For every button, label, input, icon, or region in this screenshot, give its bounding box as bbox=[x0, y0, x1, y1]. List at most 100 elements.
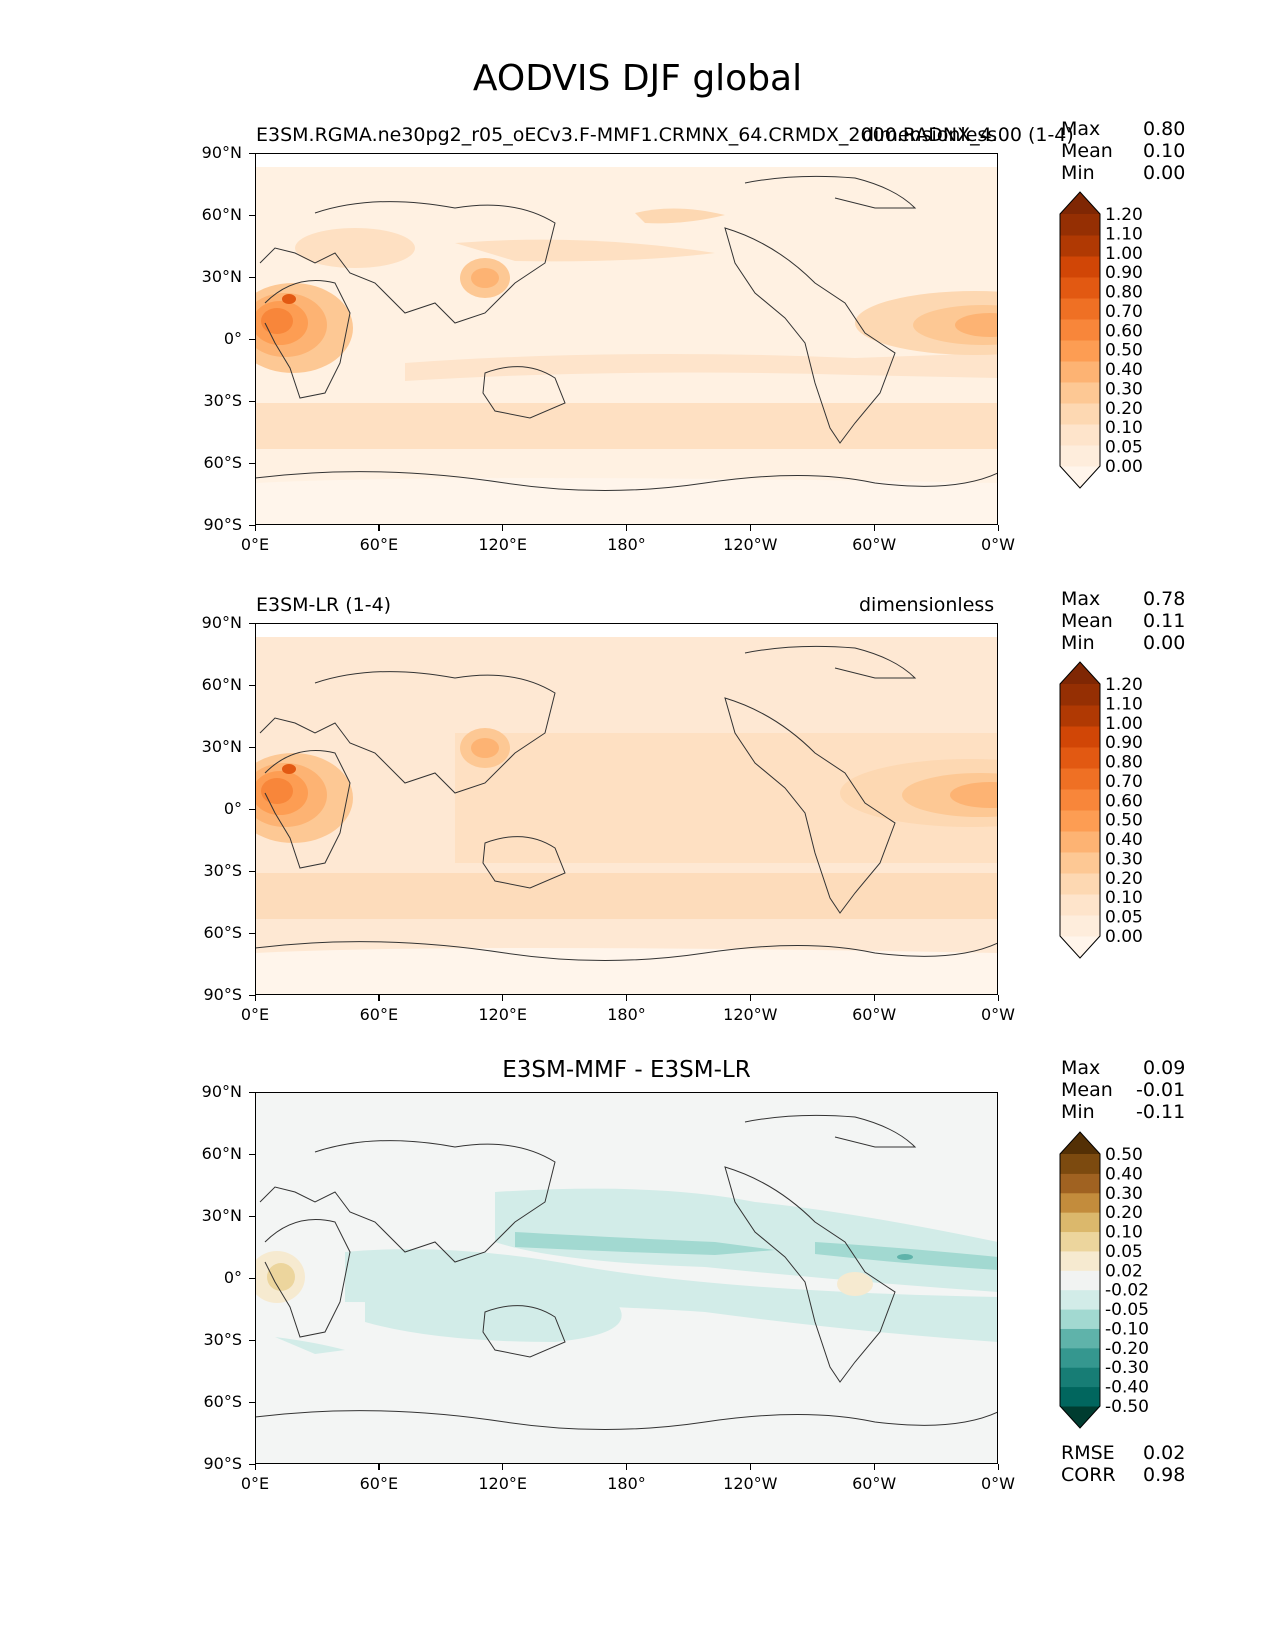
stat-mean-label: Mean bbox=[1061, 610, 1113, 632]
colorbar-tick-label: 0.02 bbox=[1105, 1261, 1143, 1281]
colorbar-tick-label: 0.05 bbox=[1105, 1242, 1143, 1262]
lat-tick-label: 60°S bbox=[203, 923, 242, 942]
colorbar-tick-label: 1.10 bbox=[1105, 224, 1143, 244]
lon-tick-label: 120°E bbox=[478, 1005, 527, 1024]
colorbar-segment bbox=[1060, 1192, 1100, 1213]
colorbar-tick-label: 0.20 bbox=[1105, 1203, 1143, 1223]
colorbar-segment bbox=[1060, 277, 1100, 299]
colorbar-outline bbox=[1059, 661, 1101, 959]
lat-tick-label: 90°N bbox=[201, 613, 242, 632]
colorbar-segment bbox=[1060, 789, 1100, 811]
colorbar-segment bbox=[1060, 445, 1100, 467]
colorbar-tick-label: 0.60 bbox=[1105, 791, 1143, 811]
map-area bbox=[255, 623, 998, 995]
colorbar-tick-label: 0.30 bbox=[1105, 849, 1143, 869]
lat-tick-label: 90°S bbox=[203, 1454, 242, 1473]
colorbar-segment bbox=[1060, 1231, 1100, 1252]
colorbar-tick-label: 0.00 bbox=[1105, 927, 1143, 947]
colorbar-segment bbox=[1060, 705, 1100, 727]
lon-tick-label: 0°E bbox=[240, 1005, 270, 1024]
colorbar-tick-label: -0.05 bbox=[1105, 1300, 1149, 1320]
colorbar-extend-min bbox=[1060, 936, 1100, 958]
lat-tick-label: 90°N bbox=[201, 143, 242, 162]
colorbar-outline bbox=[1059, 1131, 1101, 1429]
lat-tick-mark bbox=[249, 808, 255, 810]
lat-tick-mark bbox=[249, 214, 255, 216]
colorbar-tick-label: 0.70 bbox=[1105, 302, 1143, 322]
lon-tick-mark bbox=[626, 525, 628, 531]
map-area bbox=[255, 153, 998, 525]
lat-tick-label: 30°S bbox=[203, 861, 242, 880]
colorbar-segment bbox=[1060, 726, 1100, 748]
lat-tick-mark bbox=[249, 746, 255, 748]
lon-tick-mark bbox=[997, 995, 999, 1001]
lon-tick-label: 60°W bbox=[852, 1005, 897, 1024]
lat-tick-label: 30°N bbox=[201, 1206, 242, 1225]
lon-tick-label: 60°E bbox=[359, 1474, 399, 1493]
stat-mean-label: Mean bbox=[1061, 1079, 1113, 1101]
colorbar-segment bbox=[1060, 1309, 1100, 1329]
stat-min-value: -0.11 bbox=[1136, 1101, 1186, 1123]
stat-max-value: 0.80 bbox=[1143, 118, 1186, 140]
colorbar-tick-label: -0.10 bbox=[1105, 1319, 1149, 1339]
colorbar-segment bbox=[1060, 873, 1100, 895]
colorbar-tick-label: 0.60 bbox=[1105, 321, 1143, 341]
stat-max-value: 0.78 bbox=[1143, 588, 1186, 610]
lon-tick-label: 0°W bbox=[981, 535, 1015, 554]
lon-tick-label: 0°E bbox=[240, 1474, 270, 1493]
lon-tick-label: 120°E bbox=[478, 535, 527, 554]
colorbar-tick-label: 0.10 bbox=[1105, 888, 1143, 908]
colorbar-segment bbox=[1060, 361, 1100, 383]
lon-tick-mark bbox=[626, 995, 628, 1001]
lon-tick-mark bbox=[997, 525, 999, 531]
lat-tick-mark bbox=[249, 1153, 255, 1155]
lat-tick-mark bbox=[249, 276, 255, 278]
colorbar-segment bbox=[1060, 747, 1100, 769]
lat-tick-label: 60°N bbox=[201, 675, 242, 694]
colorbar-tick-label: 0.00 bbox=[1105, 457, 1143, 477]
colorbar-segment bbox=[1060, 382, 1100, 404]
colorbar-segment bbox=[1060, 852, 1100, 874]
colorbar-segment bbox=[1060, 340, 1100, 362]
colorbar-tick-label: 0.40 bbox=[1105, 830, 1143, 850]
lon-tick-label: 120°W bbox=[723, 535, 778, 554]
stat-mean-value: 0.11 bbox=[1143, 610, 1186, 632]
panel-title-center: E3SM-MMF - E3SM-LR bbox=[502, 1057, 751, 1083]
colorbar-segment bbox=[1060, 768, 1100, 790]
lon-tick-label: 60°E bbox=[359, 1005, 399, 1024]
lat-tick-mark bbox=[249, 1091, 255, 1093]
stat-max-label: Max bbox=[1061, 1057, 1101, 1079]
lon-tick-mark bbox=[378, 995, 380, 1001]
lat-tick-label: 0° bbox=[223, 799, 242, 818]
lon-tick-label: 120°W bbox=[723, 1474, 778, 1493]
colorbar-tick-label: -0.20 bbox=[1105, 1339, 1149, 1359]
colorbar-segment bbox=[1060, 1328, 1100, 1349]
colorbar-tick-label: 0.20 bbox=[1105, 399, 1143, 419]
colorbar-extend-max bbox=[1060, 192, 1100, 214]
colorbar: 0.000.050.100.200.300.400.500.600.700.80… bbox=[1059, 191, 1143, 489]
colorbar-segment bbox=[1060, 1289, 1100, 1310]
map-field bbox=[255, 623, 998, 995]
lat-tick-label: 30°S bbox=[203, 391, 242, 410]
stat-max-label: Max bbox=[1061, 118, 1101, 140]
lat-tick-label: 60°N bbox=[201, 1144, 242, 1163]
lat-tick-mark bbox=[249, 870, 255, 872]
lat-tick-label: 60°N bbox=[201, 205, 242, 224]
lat-tick-label: 60°S bbox=[203, 1392, 242, 1411]
colorbar: -0.50-0.40-0.30-0.20-0.10-0.05-0.020.020… bbox=[1059, 1131, 1149, 1429]
lat-tick-label: 90°S bbox=[203, 515, 242, 534]
colorbar-segment bbox=[1060, 235, 1100, 257]
colorbar-segment bbox=[1060, 1386, 1100, 1407]
panel-title-left: E3SM-LR (1-4) bbox=[256, 594, 392, 616]
lon-tick-mark bbox=[502, 525, 504, 531]
lon-tick-label: 0°W bbox=[981, 1005, 1015, 1024]
lon-tick-label: 180° bbox=[607, 535, 646, 554]
stat-min-value: 0.00 bbox=[1143, 162, 1186, 184]
lon-tick-mark bbox=[254, 1464, 256, 1470]
lon-tick-mark bbox=[502, 995, 504, 1001]
lat-tick-mark bbox=[249, 152, 255, 154]
colorbar-tick-label: -0.02 bbox=[1105, 1281, 1149, 1301]
colorbar-tick-label: 0.10 bbox=[1105, 418, 1143, 438]
colorbar-extend-max bbox=[1060, 1132, 1100, 1154]
colorbar-tick-label: 0.50 bbox=[1105, 1145, 1143, 1165]
